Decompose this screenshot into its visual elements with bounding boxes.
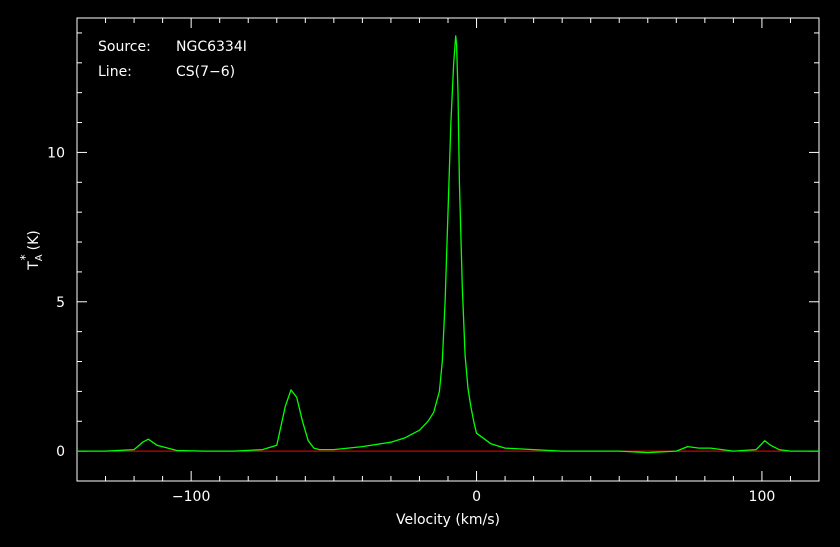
x-tick-label: 0 [472,489,481,505]
y-axis-label-unit: (K) [26,230,42,250]
y-axis-label-main: T [26,261,42,271]
spectrum-series-line [77,35,819,454]
x-axis-label: Velocity (km/s) [396,512,500,528]
y-tick-label: 0 [56,444,65,460]
y-axis-label-sub: A [34,254,45,261]
x-tick-label: 100 [749,489,776,505]
y-axis-label: TA* (K) [18,230,45,271]
line-value: CS(7−6) [176,64,235,80]
source-label: Source: [98,39,151,55]
axis-tick-labels: −100 0 100 0 5 10 [47,145,775,505]
line-label: Line: [98,64,132,80]
svg-text:TA*(K): TA* (K) [18,230,45,271]
source-value: NGC6334I [176,39,247,55]
x-tick-label: −100 [172,489,210,505]
y-axis-label-sup: * [18,254,32,260]
y-tick-label: 5 [56,295,65,311]
y-tick-label: 10 [47,145,65,161]
axis-ticks [76,18,820,482]
series-layer [77,35,819,454]
